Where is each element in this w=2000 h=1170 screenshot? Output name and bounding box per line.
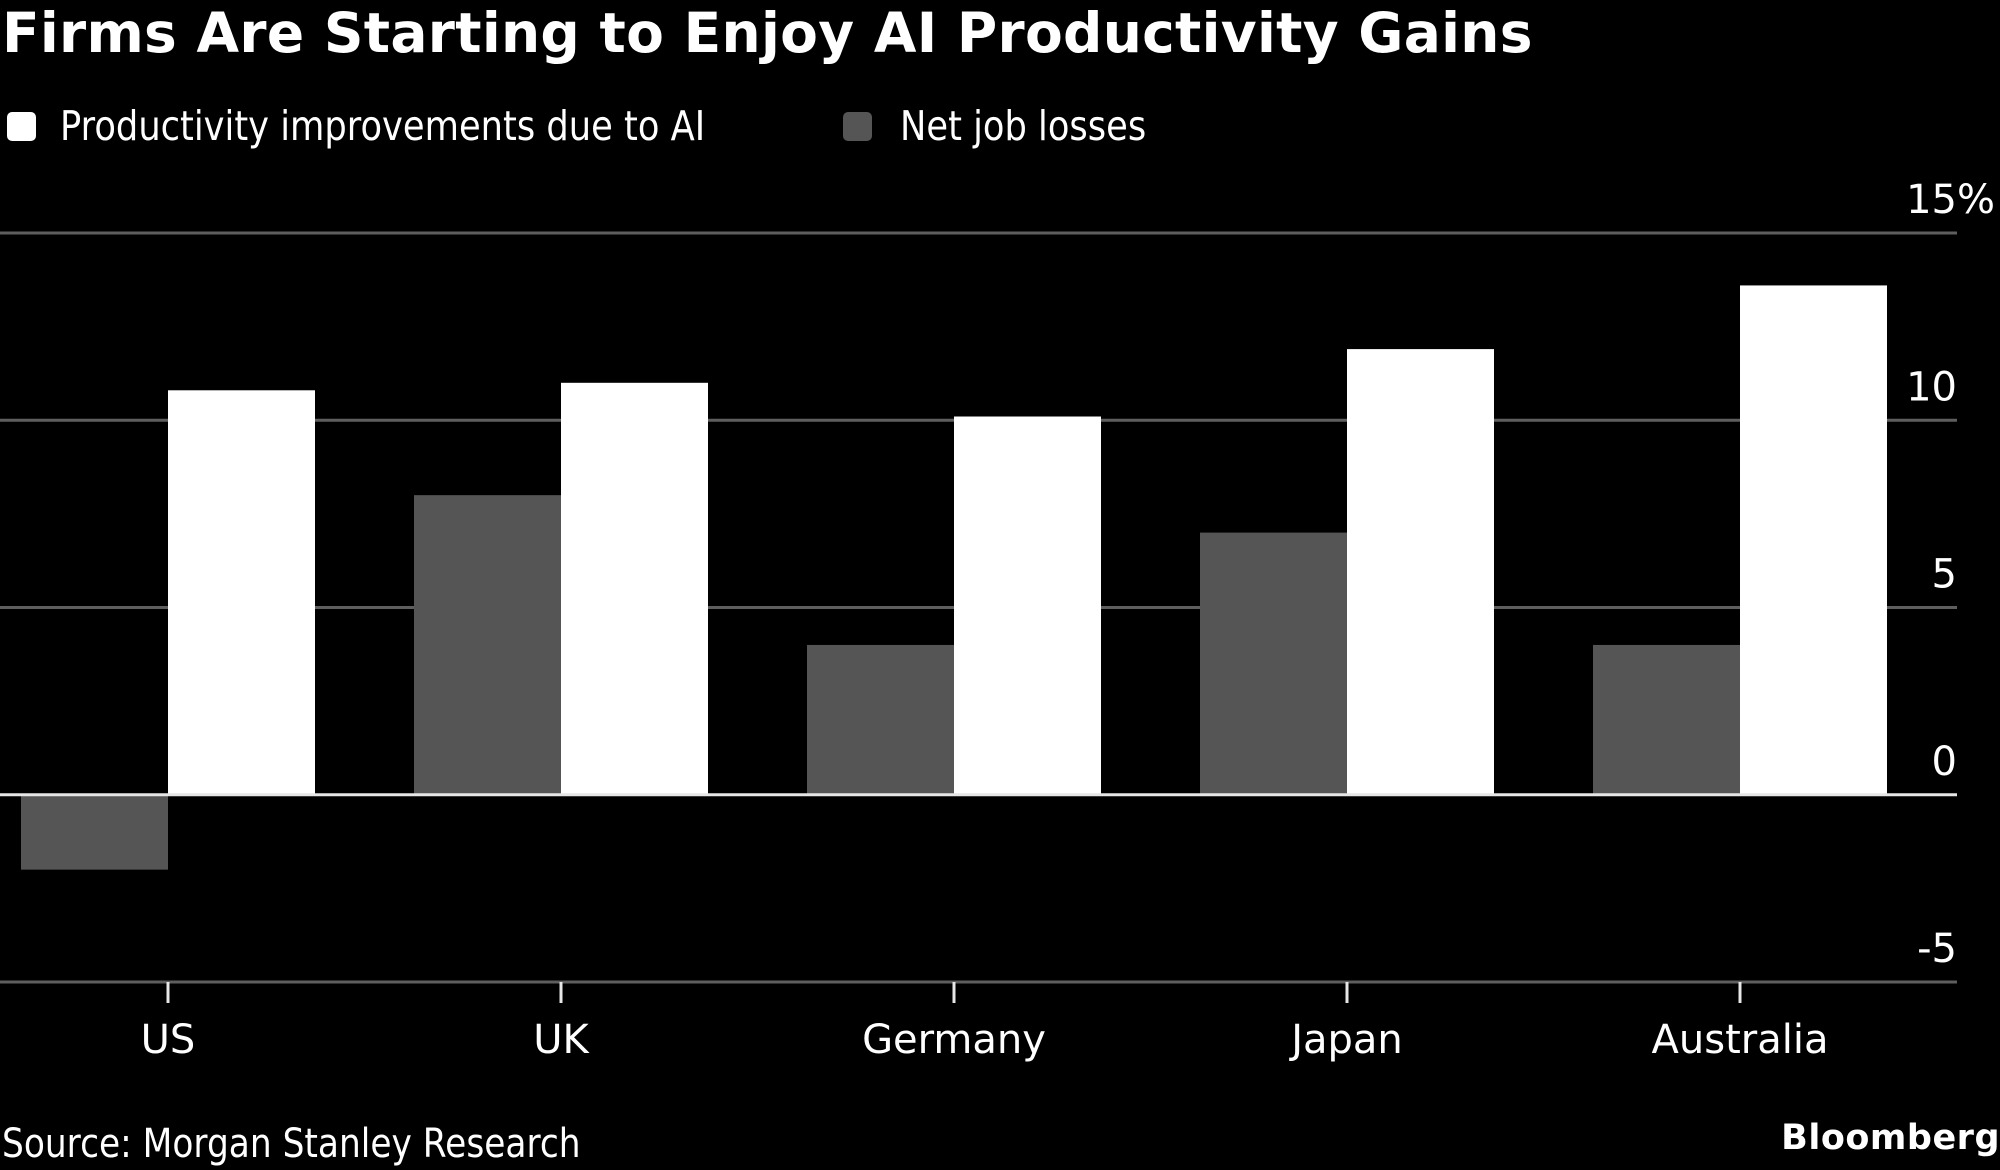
y-axis-labels: 15 % 10 5 0 -5 (1906, 177, 1995, 972)
bar-net-job-losses-japan (1200, 532, 1347, 795)
y-tick-percent-sign: % (1957, 177, 1995, 223)
legend: Productivity improvements due to AI Net … (0, 100, 1300, 152)
x-tick-label-germany: Germany (862, 1017, 1046, 1063)
y-tick-label: 10 (1906, 364, 1957, 410)
source-note: Source: Morgan Stanley Research (2, 1121, 581, 1167)
bar-productivity-improvements-due-to-ai-us (168, 390, 315, 795)
x-tick-label-japan: Japan (1288, 1017, 1403, 1063)
x-tick-label-uk: UK (533, 1017, 590, 1063)
bar-productivity-improvements-due-to-ai-japan (1347, 349, 1494, 795)
legend-item-productivity (7, 100, 36, 152)
x-tick-label-us: US (141, 1017, 196, 1063)
bar-net-job-losses-australia (1593, 644, 1740, 795)
legend-item-net-job-losses (843, 100, 872, 152)
y-tick-label: 0 (1932, 739, 1957, 785)
bar-net-job-losses-germany (807, 644, 954, 795)
legend-swatch-productivity (7, 111, 36, 141)
bar-net-job-losses-uk (414, 495, 561, 795)
bar-net-job-losses-us (21, 794, 168, 870)
bars (21, 285, 1887, 870)
x-tick-label-australia: Australia (1652, 1017, 1829, 1063)
x-axis: US UK Germany Japan Australia (141, 982, 1829, 1063)
bar-productivity-improvements-due-to-ai-australia (1740, 285, 1887, 795)
bar-productivity-improvements-due-to-ai-uk (561, 382, 708, 795)
y-tick-label: -5 (1917, 926, 1957, 972)
bloomberg-logo: Bloomberg (1781, 1118, 2000, 1158)
chart-title: Firms Are Starting to Enjoy AI Productiv… (2, 1, 1533, 65)
legend-swatch-net-job-losses (843, 111, 872, 141)
legend-label-productivity: Productivity improvements due to AI (60, 102, 706, 150)
y-tick-label: 5 (1932, 552, 1957, 598)
y-tick-label: 15 (1906, 177, 1957, 223)
legend-label-net-job-losses: Net job losses (900, 102, 1147, 150)
bar-productivity-improvements-due-to-ai-germany (954, 416, 1101, 795)
